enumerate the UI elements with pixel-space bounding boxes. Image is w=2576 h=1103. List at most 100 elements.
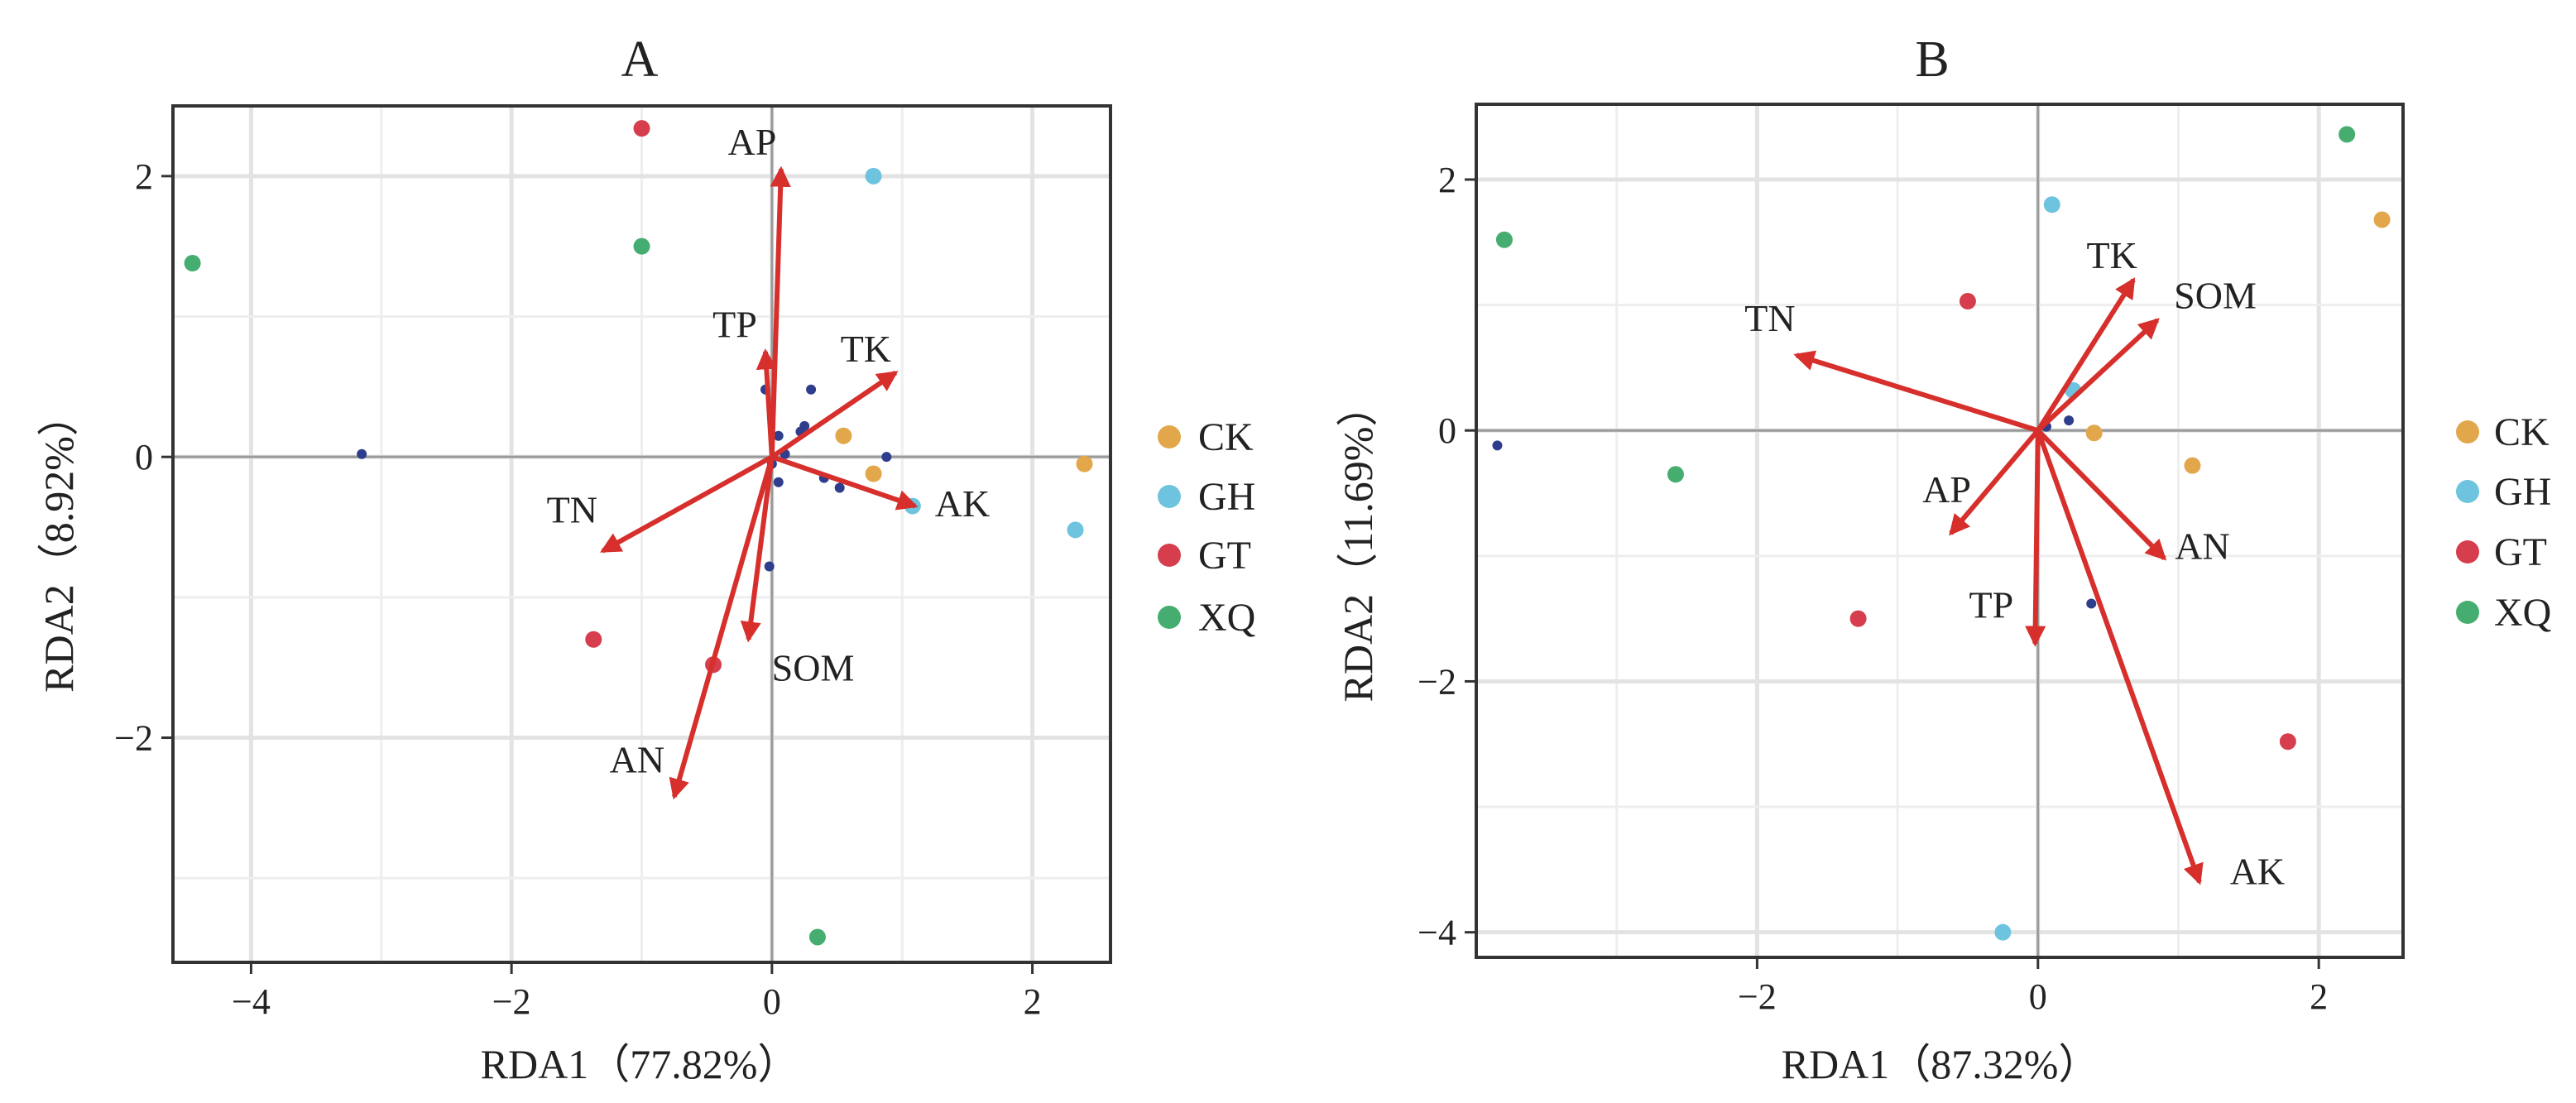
panel-a-x-axis-label: RDA1（77.82%）: [481, 1041, 799, 1087]
b-sample-point: [1492, 440, 1503, 451]
b-vector-label-tk: TK: [2087, 234, 2137, 276]
panel-a-grid: [173, 106, 1111, 962]
panel-a-frame: [171, 104, 1112, 964]
b-x-tick-label: 0: [2029, 976, 2047, 1017]
b-vector-label-an: AN: [2175, 525, 2229, 567]
b-vector-label-ap: AP: [1922, 468, 1971, 511]
panel-b-legend-swatch-ck: [2456, 420, 2479, 444]
a-sample-point: [834, 482, 845, 493]
panel-b-y-axis-label: RDA2（11.69%）: [1335, 386, 1381, 703]
panel-a-ticks: −4 −2 0 2 −2 0 2: [114, 156, 1041, 1022]
a-x-tick-label: −4: [232, 981, 271, 1022]
a-point-ck: [835, 427, 852, 444]
b-point-gt: [2279, 733, 2296, 751]
b-vector-tk: [2036, 277, 2136, 432]
a-vector-tn: [599, 454, 774, 554]
a-point-gh: [1067, 521, 1084, 539]
a-x-tick-label: 0: [763, 981, 781, 1022]
b-x-tick-label: 2: [2310, 976, 2328, 1017]
panel-b-ticks: −2 0 2 −4 −2 0 2: [1418, 160, 2328, 1017]
a-vector-ap: [769, 165, 791, 458]
a-point-ck: [865, 465, 882, 482]
b-point-xq: [1667, 466, 1684, 483]
b-vector-tp: [2025, 430, 2046, 647]
b-point-ck: [2184, 457, 2201, 474]
a-point-gt: [585, 631, 602, 648]
panel-b-legend-swatch-gh: [2456, 480, 2479, 503]
b-vector-label-tn: TN: [1744, 297, 1795, 339]
a-sample-point: [773, 430, 784, 441]
b-point-gh: [2043, 196, 2060, 213]
panel-b-legend-label-gh: GH: [2494, 470, 2551, 514]
b-y-tick-label: 2: [1438, 160, 1456, 200]
b-vector-an: [2036, 429, 2167, 561]
panel-a-legend-swatch-ck: [1158, 425, 1181, 448]
panel-a-legend-label-gh: GH: [1198, 475, 1255, 519]
a-point-xq: [633, 237, 650, 255]
panel-b-grid: [1475, 104, 2403, 957]
a-point-gh: [865, 167, 882, 185]
a-vector-tp: [756, 348, 777, 458]
panel-a-legend: CK GH GT XQ: [1158, 415, 1255, 640]
panel-b-points: [1492, 126, 2391, 941]
b-point-gh: [1994, 923, 2012, 941]
b-vector-ak: [2035, 429, 2204, 885]
panel-b-zero-lines: [1476, 104, 2403, 957]
panel-a-y-axis-label: RDA2（8.92%）: [36, 395, 82, 693]
a-vector-label-tp: TP: [712, 303, 757, 345]
b-point-gt: [1849, 610, 1867, 627]
panel-b-legend-swatch-gt: [2456, 540, 2479, 563]
a-vector-ak: [770, 454, 919, 511]
panel-b: TK SOM TN AP AN TP AK −2 0 2 −4 −2 0 2 B RDA1（87.32%…: [1335, 31, 2551, 1087]
panel-b-legend-swatch-xq: [2456, 601, 2479, 624]
panel-b-legend-label-ck: CK: [2494, 410, 2550, 454]
panel-a-legend-label-ck: CK: [1198, 415, 1254, 459]
panel-a-legend-label-xq: XQ: [1198, 596, 1255, 640]
b-x-tick-label: −2: [1738, 976, 1777, 1017]
panel-b-frame: [1475, 103, 2405, 959]
panel-a-title: A: [621, 31, 659, 88]
panel-a-legend-label-gt: GT: [1198, 534, 1251, 578]
b-point-xq: [1495, 231, 1513, 248]
a-x-tick-label: −2: [492, 981, 531, 1022]
a-sample-point: [881, 452, 892, 463]
a-vector-som: [740, 456, 775, 643]
b-vector-ap: [1949, 429, 2041, 536]
panel-b-title: B: [1915, 31, 1949, 88]
a-y-tick-label: −2: [114, 718, 153, 759]
a-vector-an: [669, 456, 775, 800]
panel-a-zero-lines: [173, 106, 1111, 962]
b-y-tick-label: −2: [1418, 661, 1456, 702]
a-sample-point: [764, 561, 775, 572]
a-y-tick-label: 0: [135, 437, 153, 477]
a-vector-label-ap: AP: [727, 121, 776, 163]
panel-a-legend-swatch-gh: [1158, 485, 1181, 508]
panel-b-legend-label-gt: GT: [2494, 530, 2547, 574]
b-point-ck: [2373, 211, 2391, 228]
panel-a-legend-swatch-xq: [1158, 606, 1181, 629]
b-sample-point: [2064, 415, 2075, 426]
a-point-gt: [633, 120, 650, 137]
panel-b-legend: CK GH GT XQ: [2456, 410, 2551, 635]
panel-a-legend-swatch-gt: [1158, 544, 1181, 567]
a-sample-point: [806, 384, 817, 395]
b-plot-frame: [1475, 103, 2405, 959]
b-vector-label-tp: TP: [1969, 584, 2014, 626]
b-vector-tn: [1793, 350, 2039, 434]
panel-b-vectors: TK SOM TN AP AN TP AK: [1744, 234, 2285, 893]
b-vector-som: [2036, 318, 2160, 433]
a-sample-point: [357, 448, 367, 459]
a-vector-label-som: SOM: [772, 646, 855, 688]
a-point-xq: [184, 255, 201, 272]
panel-b-legend-label-xq: XQ: [2494, 591, 2551, 635]
a-vector-label-ak: AK: [935, 482, 990, 525]
a-vector-label-an: AN: [610, 738, 664, 780]
a-y-tick-label: 2: [135, 156, 153, 197]
b-point-gt: [1959, 293, 1976, 310]
a-plot-frame: [171, 104, 1112, 964]
b-vector-label-ak: AK: [2230, 851, 2285, 893]
a-sample-point: [773, 477, 784, 487]
panel-a-vectors: AP TP TK AK TN SOM AN: [547, 121, 990, 800]
a-point-xq: [808, 928, 826, 946]
